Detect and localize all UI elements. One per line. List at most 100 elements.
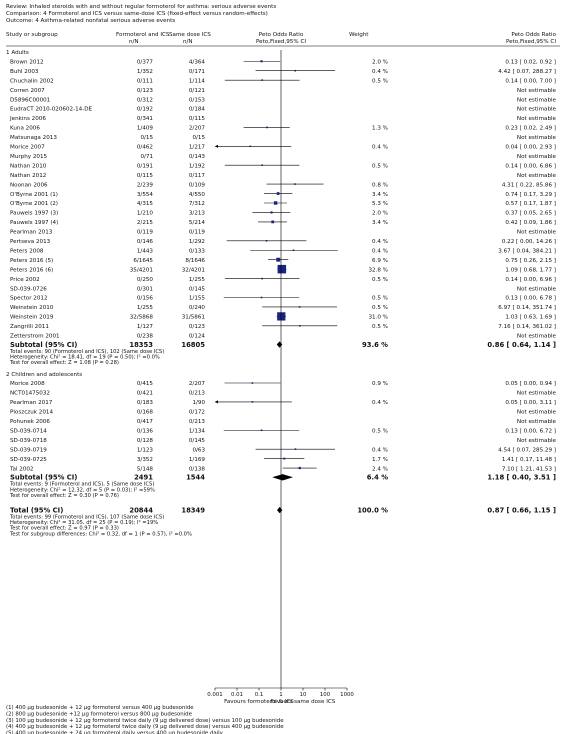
study-weight: 0.8 % [372, 182, 388, 188]
study-ctrl-events: 1/114 [189, 78, 206, 84]
study-marker [298, 306, 301, 308]
study-ctrl-events: 0/213 [189, 391, 206, 397]
study-name: SD-039-0714 [10, 428, 47, 434]
x-tick-label: 1000 [340, 692, 354, 698]
study-ctrl-events: 0/143 [189, 154, 206, 160]
study-ci: Not estimable [517, 116, 557, 122]
study-name: Pauwels 1997 (3) [10, 211, 58, 217]
study-name: NCT01475032 [10, 391, 50, 397]
study-weight: 0.4 % [372, 447, 388, 453]
study-ci: Not estimable [517, 88, 557, 94]
study-marker [273, 201, 278, 205]
study-weight: 0.4 % [372, 400, 388, 406]
study-exp-events: 0/238 [137, 334, 154, 340]
study-exp-events: 1/255 [137, 305, 154, 311]
study-ci: 4.42 [ 0.07, 288.27 ] [498, 69, 556, 75]
study-marker [261, 79, 264, 81]
study-exp-events: 0/183 [137, 400, 154, 406]
study-exp-events: 0/312 [137, 97, 153, 103]
x-tick-label: 1 [279, 692, 282, 698]
study-ci: 0.42 [ 0.09, 1.86 ] [505, 220, 556, 226]
study-exp-events: 0/71 [140, 154, 153, 160]
col-or-header: Peto Odds Ratio [259, 32, 304, 38]
study-ci: 0.13 [ 0.02, 0.92 ] [505, 59, 556, 65]
study-name: Weinstein 2010 [10, 305, 54, 311]
study-marker [260, 296, 263, 299]
study-ctrl-events: 0/115 [189, 116, 206, 122]
total-label: Total (95% CI) [10, 507, 63, 515]
study-weight: 0.4 % [372, 239, 388, 245]
study-exp-events: 0/301 [137, 286, 154, 292]
study-ctrl-events: 1/155 [189, 296, 206, 302]
study-name: SD-039-0718 [10, 438, 47, 444]
study-exp-events: 32/5868 [130, 315, 154, 321]
subtotal-label: Subtotal (95% CI) [10, 341, 77, 349]
study-ctrl-events: 0/213 [189, 419, 206, 425]
study-ci: 0.13 [ 0.00, 6.72 ] [505, 428, 556, 434]
study-weight: 0.5 % [372, 78, 388, 84]
study-name: Jenkins 2006 [9, 116, 46, 122]
study-name: SD-039-0726 [10, 286, 47, 292]
subtotal-note: Test for overall effect: Z = 0.30 (P = 0… [9, 493, 119, 499]
study-ctrl-events: 0/172 [189, 410, 205, 416]
study-name: Chuchalin 2002 [10, 78, 54, 84]
study-name: Tal 2002 [9, 466, 34, 472]
study-marker [249, 145, 252, 148]
study-weight: 0.4 % [372, 145, 388, 151]
study-name: Weinstein 2019 [10, 315, 54, 321]
study-exp-events: 0/377 [137, 59, 154, 65]
study-ci: 4.31 [ 0.22, 85.86 ] [502, 182, 556, 188]
study-ci-arrow-left [215, 144, 218, 148]
study-name: Murphy 2015 [10, 154, 48, 160]
study-exp-events: 0/168 [137, 410, 154, 416]
study-exp-events: 1/443 [137, 248, 154, 254]
col-study-header: Study or subgroup [6, 32, 58, 38]
study-ci: 1.09 [ 0.68, 1.77 ] [505, 267, 556, 273]
study-name: Ploszczuk 2014 [10, 410, 53, 416]
study-ci: 0.23 [ 0.02, 2.49 ] [505, 126, 556, 132]
study-name: Peters 2016 (5) [10, 258, 53, 264]
study-weight: 31.0 % [368, 315, 388, 321]
study-exp-events: 0/191 [137, 163, 154, 169]
study-ci: Not estimable [517, 438, 557, 444]
study-ctrl-events: 0/171 [189, 69, 206, 75]
study-marker [283, 457, 286, 460]
study-ci: 0.04 [ 0.00, 2.93 ] [505, 145, 556, 151]
study-name: Kuna 2006 [10, 126, 40, 132]
study-exp-events: 0/341 [137, 116, 154, 122]
study-ctrl-events: 0/138 [189, 466, 206, 472]
study-ctrl-events: 32/4201 [182, 267, 206, 273]
subtotal-ci: 1.18 [ 0.40, 3.51 ] [487, 474, 556, 482]
study-exp-events: 2/215 [137, 220, 154, 226]
study-name: Pertseva 2013 [10, 239, 51, 245]
study-name: Morice 2007 [10, 145, 45, 151]
study-exp-events: 0/417 [137, 419, 154, 425]
study-name: Matsunaga 2013 [10, 135, 57, 141]
study-ctrl-events: 0/119 [189, 230, 206, 236]
subtotal-note: Heterogeneity: Chi² = 18.41, df = 19 (P … [10, 355, 160, 361]
study-weight: 0.4 % [372, 248, 388, 254]
footnote: (5) 400 µg budesonide + 24 µg formoterol… [6, 731, 224, 734]
study-ctrl-events: 3/213 [189, 211, 206, 217]
study-name: Brown 2012 [10, 59, 44, 65]
study-marker [276, 192, 280, 195]
study-name: Nathan 2012 [10, 173, 46, 179]
comparison-title: Comparison: 4 Formoterol and ICS versus … [6, 11, 268, 17]
total-note: Test for overall effect: Z = 0.97 (P = 0… [9, 526, 119, 532]
x-tick-label: 100 [320, 692, 331, 698]
total-note: Total events: 99 (Formoterol and ICS), 1… [9, 515, 164, 521]
study-ctrl-events: 4/550 [189, 192, 206, 198]
total-diamond [277, 506, 283, 514]
study-exp-events: 0/250 [137, 277, 154, 283]
study-ctrl-events: 0/153 [189, 97, 206, 103]
study-ctrl-events: 31/5861 [182, 315, 206, 321]
study-weight: 0.4 % [372, 69, 388, 75]
study-ci: 0.74 [ 0.17, 3.29 ] [505, 192, 556, 198]
study-exp-events: 0/128 [137, 438, 154, 444]
study-weight: 0.5 % [372, 324, 388, 330]
x-tick-label: 0.01 [231, 692, 243, 698]
study-name: Pohunek 2006 [10, 419, 50, 425]
study-ci: 0.22 [ 0.00, 14.26 ] [502, 239, 556, 245]
study-marker [265, 240, 268, 242]
study-name: Morice 2008 [10, 381, 45, 387]
